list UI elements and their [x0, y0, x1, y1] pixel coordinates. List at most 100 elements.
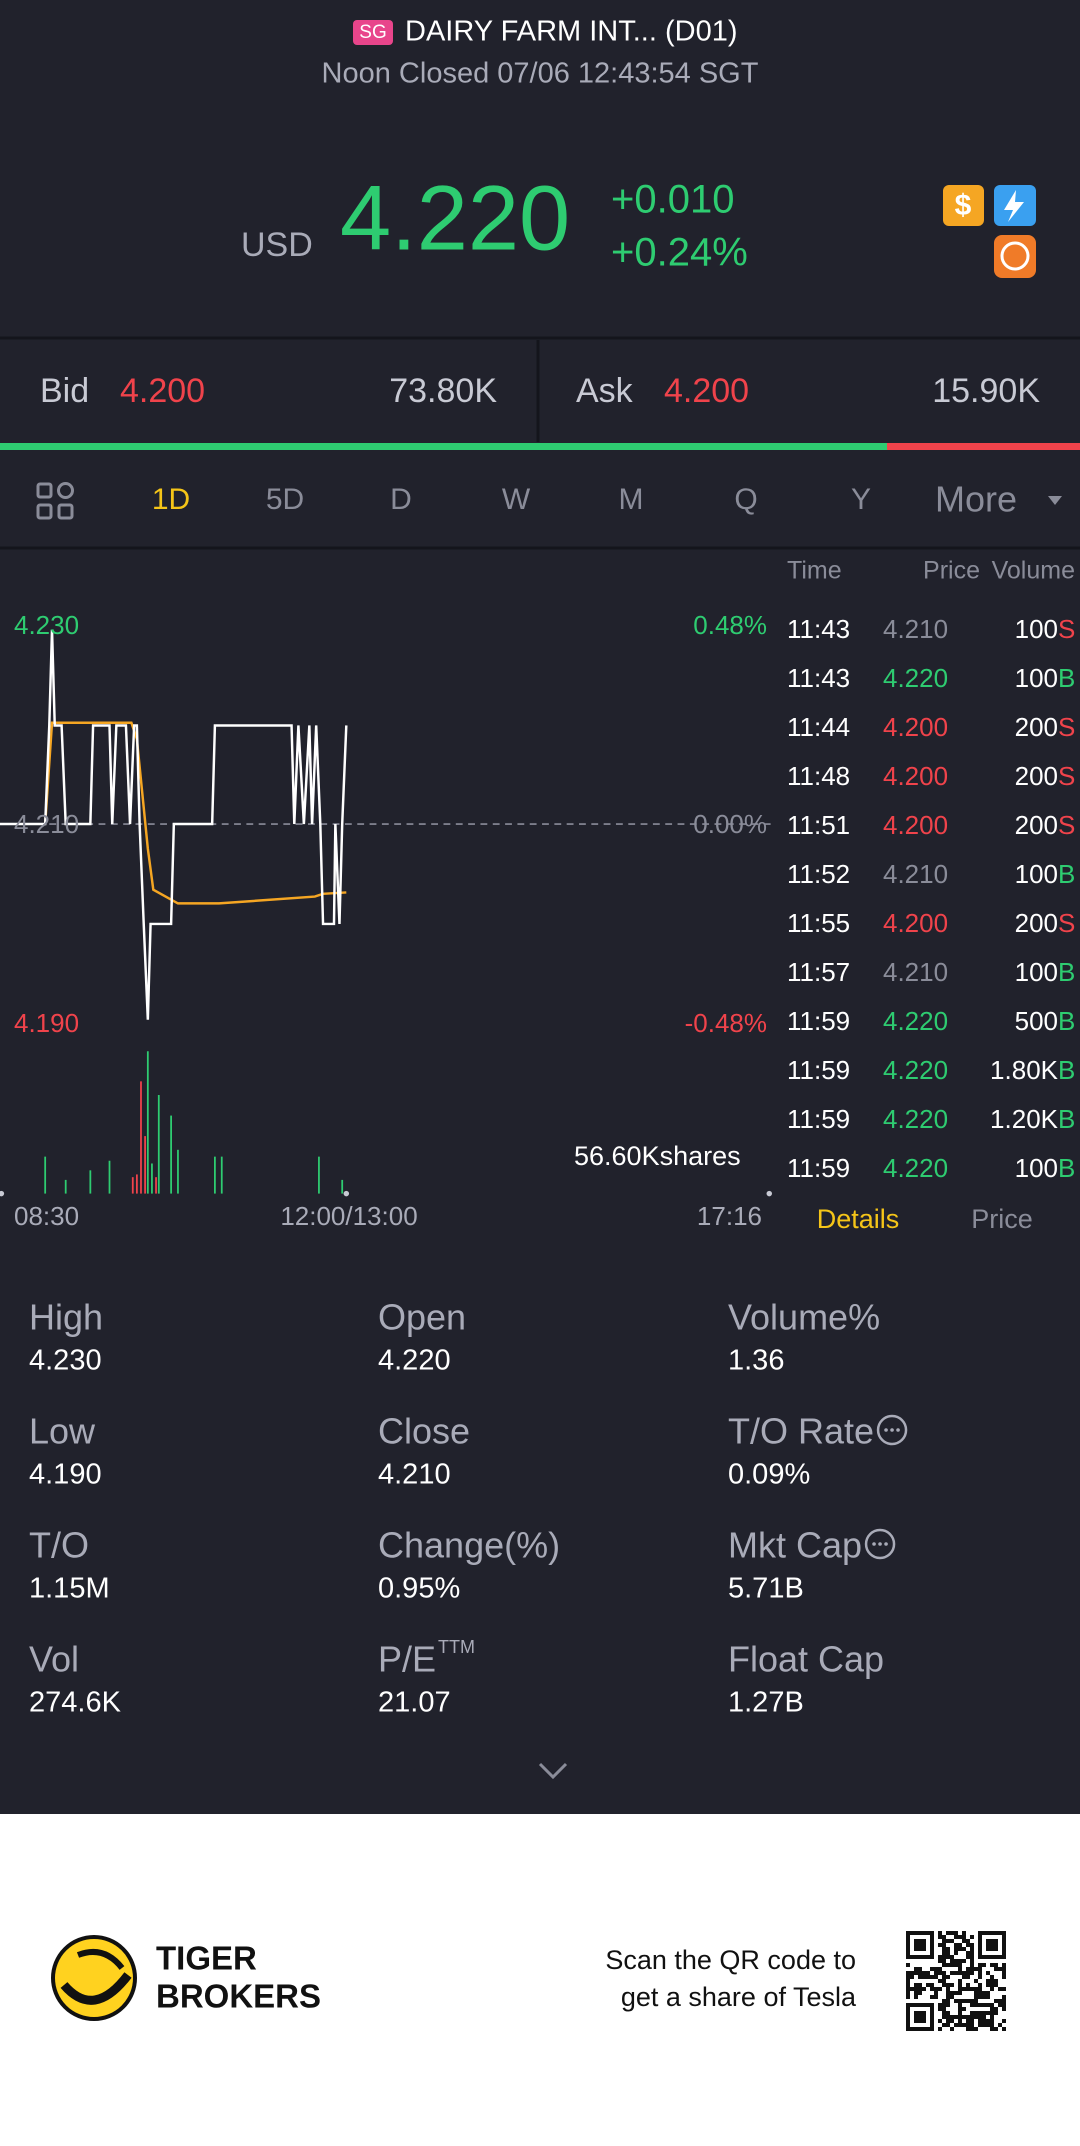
qr-module [986, 2019, 990, 2023]
qr-module [982, 1995, 986, 1999]
period-tab[interactable]: 5D [266, 483, 304, 516]
qr-module [958, 1983, 962, 1987]
qr-module [966, 1967, 970, 1971]
percent-axis-label: 0.00% [693, 809, 767, 839]
qr-module [906, 1991, 910, 1995]
period-tab[interactable]: 1D [152, 483, 190, 516]
panel-tab[interactable]: Price [971, 1204, 1033, 1234]
options-glyph [1000, 241, 1030, 271]
more-tab[interactable]: More [935, 479, 1017, 520]
period-tab[interactable]: Y [851, 483, 871, 516]
qr-module [990, 1975, 994, 1979]
qr-module [954, 1971, 958, 1975]
trade-side: S [1058, 614, 1075, 644]
ask-price: 4.200 [664, 372, 749, 410]
qr-module [982, 2019, 986, 2023]
qr-module [994, 2011, 998, 2015]
stat-label: Mkt Cap [728, 1525, 862, 1566]
panel-tab[interactable]: Details [817, 1204, 900, 1234]
qr-module [990, 2015, 994, 2019]
stat-label: Vol [29, 1639, 79, 1680]
qr-module [942, 1943, 946, 1947]
brand-line: BROKERS [156, 1978, 321, 2015]
period-tab[interactable]: M [619, 483, 644, 516]
stat-value: 4.210 [378, 1459, 451, 1491]
qr-module [910, 1975, 914, 1979]
qr-module [946, 2011, 950, 2015]
qr-module [946, 1931, 950, 1935]
qr-module [922, 1975, 926, 1979]
qr-module [998, 1999, 1002, 2003]
qr-module [954, 1943, 958, 1947]
tiger-logo-stripe [76, 1949, 125, 1970]
qr-module [950, 2027, 954, 2031]
qr-module [986, 1995, 990, 1999]
trade-time: 11:52 [787, 859, 850, 889]
qr-module [970, 1947, 974, 1951]
promo-line: get a share of Tesla [621, 1982, 857, 2012]
tiger-logo-stripe [60, 1972, 132, 2005]
qr-module [914, 1995, 918, 1999]
trade-time: 11:59 [787, 1055, 850, 1085]
price-change-percent: +0.24% [611, 231, 748, 275]
qr-module [1002, 1967, 1006, 1971]
trade-price: 4.200 [883, 908, 948, 938]
info-icon[interactable] [876, 1414, 908, 1446]
qr-module [978, 2019, 982, 2023]
stat-value: 1.36 [728, 1345, 784, 1377]
options-icon[interactable] [994, 235, 1036, 278]
qr-module [918, 1983, 922, 1987]
qr-module [978, 1975, 982, 1979]
layout-icon[interactable] [36, 482, 74, 520]
info-icon[interactable] [864, 1528, 896, 1560]
info-icon-dot [884, 1542, 888, 1546]
qr-module [906, 1975, 910, 1979]
qr-module [950, 2015, 954, 2019]
qr-module [950, 1939, 954, 1943]
qr-module [938, 1931, 942, 1935]
trade-side: B [1058, 1006, 1075, 1036]
trade-price: 4.200 [883, 810, 948, 840]
dollar-icon[interactable] [943, 185, 984, 226]
trade-price: 4.220 [883, 1006, 948, 1036]
qr-finder [986, 1939, 998, 1951]
info-icon-dot [896, 1428, 900, 1432]
market-badge [353, 20, 393, 45]
qr-module [970, 1971, 974, 1975]
percent-axis-label: -0.48% [685, 1008, 767, 1038]
qr-module [914, 1991, 918, 1995]
qr-module [954, 1951, 958, 1955]
qr-module [962, 1947, 966, 1951]
qr-module [978, 2023, 982, 2027]
trade-side: B [1058, 663, 1075, 693]
period-tab[interactable]: W [502, 483, 531, 516]
qr-module [946, 1955, 950, 1959]
trade-side: B [1058, 1153, 1075, 1183]
qr-module [982, 2015, 986, 2019]
qr-module [970, 1999, 974, 2003]
qr-module [918, 1967, 922, 1971]
qr-module [946, 2015, 950, 2019]
period-tab[interactable]: D [390, 483, 412, 516]
qr-module [994, 1983, 998, 1987]
period-tab[interactable]: Q [734, 483, 757, 516]
expand-chevron[interactable] [538, 1762, 568, 1780]
bid-size: 73.80K [389, 372, 497, 410]
qr-module [998, 2003, 1002, 2007]
trade-side: B [1058, 957, 1075, 987]
qr-module [906, 1987, 910, 1991]
qr-module [978, 2011, 982, 2015]
qr-module [958, 1971, 962, 1975]
qr-module [950, 1955, 954, 1959]
qr-module [970, 1955, 974, 1959]
trade-price: 4.220 [883, 1055, 948, 1085]
qr-module [942, 1951, 946, 1955]
qr-module [954, 2023, 958, 2027]
qr-module [1002, 2027, 1006, 2031]
qr-module [962, 1939, 966, 1943]
bid-ratio-bar [0, 443, 887, 450]
dollar-glyph: $ [955, 189, 972, 222]
trade-volume: 200 [1015, 908, 1058, 938]
time-axis-label: 17:16 [697, 1201, 762, 1231]
